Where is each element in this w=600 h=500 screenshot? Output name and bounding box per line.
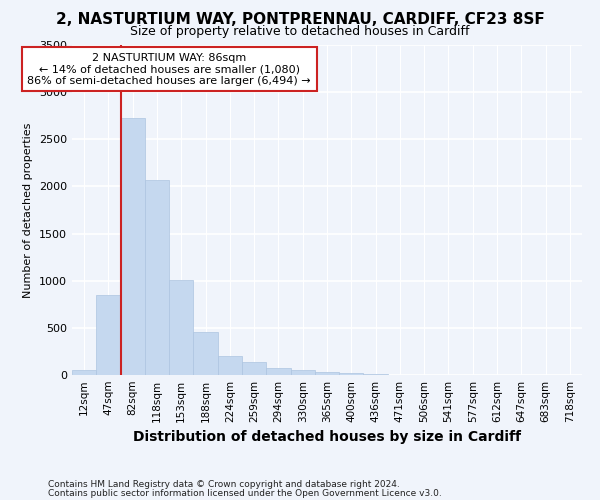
Text: 2, NASTURTIUM WAY, PONTPRENNAU, CARDIFF, CF23 8SF: 2, NASTURTIUM WAY, PONTPRENNAU, CARDIFF,… bbox=[56, 12, 544, 28]
Text: 2 NASTURTIUM WAY: 86sqm
← 14% of detached houses are smaller (1,080)
86% of semi: 2 NASTURTIUM WAY: 86sqm ← 14% of detache… bbox=[28, 52, 311, 86]
Text: Size of property relative to detached houses in Cardiff: Size of property relative to detached ho… bbox=[130, 25, 470, 38]
Bar bbox=[72, 370, 96, 375]
Bar bbox=[193, 332, 218, 375]
Bar bbox=[145, 180, 169, 375]
X-axis label: Distribution of detached houses by size in Cardiff: Distribution of detached houses by size … bbox=[133, 430, 521, 444]
Bar bbox=[266, 368, 290, 375]
Bar bbox=[339, 373, 364, 375]
Bar bbox=[218, 356, 242, 375]
Text: Contains HM Land Registry data © Crown copyright and database right 2024.: Contains HM Land Registry data © Crown c… bbox=[48, 480, 400, 489]
Bar bbox=[290, 370, 315, 375]
Bar bbox=[96, 295, 121, 375]
Bar bbox=[242, 362, 266, 375]
Bar bbox=[315, 372, 339, 375]
Text: Contains public sector information licensed under the Open Government Licence v3: Contains public sector information licen… bbox=[48, 488, 442, 498]
Bar bbox=[121, 118, 145, 375]
Y-axis label: Number of detached properties: Number of detached properties bbox=[23, 122, 34, 298]
Bar bbox=[364, 374, 388, 375]
Bar bbox=[169, 280, 193, 375]
